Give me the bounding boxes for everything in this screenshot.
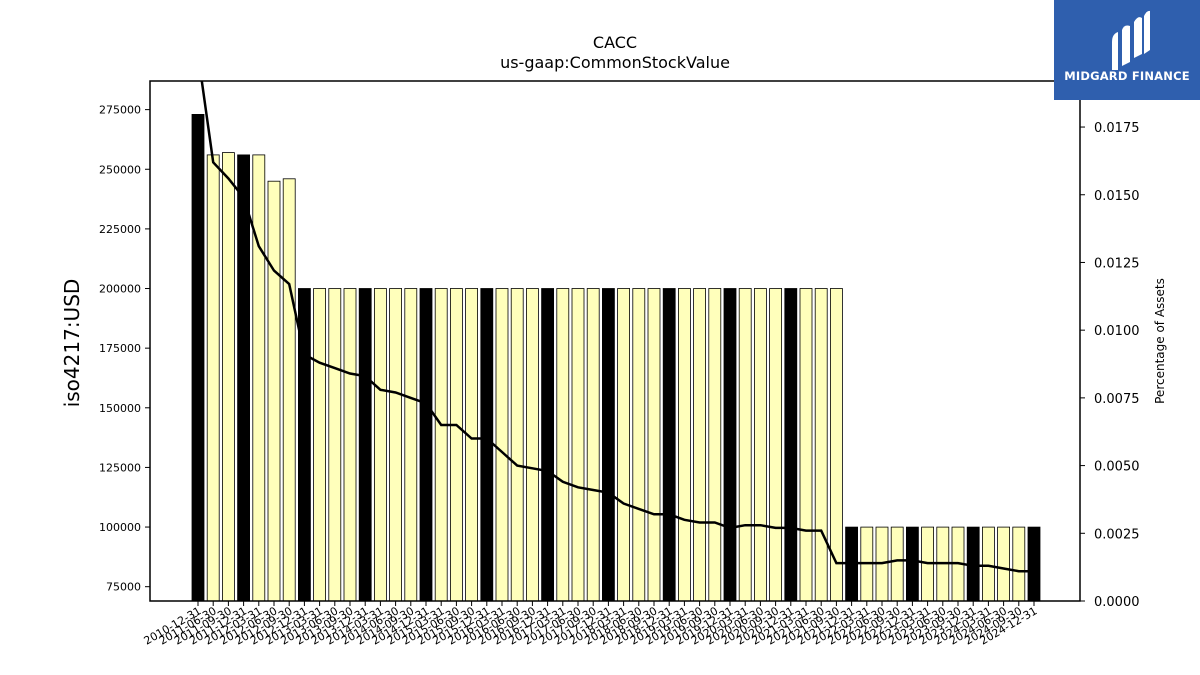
bar-2014-03-31 <box>373 288 387 602</box>
bar-2013-06-30 <box>328 288 342 602</box>
y2-tick-label: 0.0050 <box>1094 460 1140 475</box>
bar-2015-03-31 <box>434 288 448 602</box>
y-axis-label: iso4217:USD <box>60 279 84 408</box>
bar-2017-03-31 <box>556 288 570 602</box>
bar-2015-12-31 <box>480 288 494 602</box>
bar-2014-12-31 <box>419 288 433 602</box>
bar-2018-03-31 <box>617 288 630 602</box>
bar-2012-09-30 <box>282 178 296 602</box>
bar-2019-12-31 <box>723 288 737 602</box>
y2-tick-label: 0.0025 <box>1094 527 1140 542</box>
bar-2015-09-30 <box>465 288 479 602</box>
bar-2024-06-30 <box>997 526 1010 602</box>
bar-2024-09-30 <box>1012 526 1026 602</box>
bar-2016-03-31 <box>495 288 509 602</box>
bar-2020-03-31 <box>738 288 752 602</box>
bar-2013-03-31 <box>313 288 327 602</box>
y-tick-label: 75000 <box>106 581 141 594</box>
y2-tick-label: 0.0150 <box>1094 189 1140 204</box>
bar-2013-12-31 <box>358 288 372 602</box>
bar-2020-06-30 <box>754 288 767 602</box>
logo-text: MIDGARD FINANCE <box>1064 69 1190 83</box>
y2-tick-label: 0.0175 <box>1094 121 1140 136</box>
bar-2020-12-31 <box>784 288 798 602</box>
y-tick-label: 150000 <box>99 402 141 415</box>
y-tick-label: 200000 <box>99 283 141 296</box>
bar-2016-12-31 <box>541 288 554 602</box>
bar-2013-09-30 <box>343 288 357 602</box>
midgard-finance-logo: MIDGARD FINANCE <box>1054 0 1200 100</box>
bar-2019-03-31 <box>678 288 691 602</box>
chart-title: CACC <box>593 33 637 52</box>
percentage-of-assets-line <box>200 81 1034 573</box>
bar-2018-09-30 <box>647 288 661 602</box>
chart-subtitle: us-gaap:CommonStockValue <box>500 53 730 72</box>
y-tick-label: 125000 <box>99 461 141 474</box>
bar-2019-06-30 <box>693 288 706 602</box>
bar-2017-06-30 <box>571 288 585 602</box>
bar-2011-12-31 <box>237 154 251 602</box>
bar-2016-09-30 <box>526 288 539 602</box>
bar-2012-03-31 <box>252 154 266 602</box>
bar-2018-06-30 <box>632 288 646 602</box>
plot-frame <box>149 80 1081 602</box>
bar-2024-03-31 <box>982 526 995 602</box>
bar-2016-06-30 <box>510 288 524 602</box>
bar-2012-06-30 <box>267 180 281 602</box>
y-tick-label: 175000 <box>99 342 141 355</box>
y-tick-label: 275000 <box>99 104 141 117</box>
y2-tick-label: 0.0075 <box>1094 392 1140 407</box>
bar-2018-12-31 <box>662 288 676 602</box>
bar-2010-12-31 <box>191 114 205 602</box>
bar-2021-03-31 <box>799 288 813 602</box>
bar-2017-09-30 <box>586 288 600 602</box>
bar-2015-06-30 <box>449 288 463 602</box>
y2-tick-label: 0.0000 <box>1094 595 1140 610</box>
y2-tick-label: 0.0125 <box>1094 256 1140 271</box>
y-tick-label: 250000 <box>99 163 141 176</box>
midgard-m-logo-icon <box>1112 10 1150 70</box>
bar-2022-12-31 <box>906 526 919 602</box>
bar-2014-06-30 <box>389 288 403 602</box>
bar-2020-09-30 <box>769 288 782 602</box>
y2-tick-label: 0.0100 <box>1094 324 1140 339</box>
bar-2014-09-30 <box>404 288 418 602</box>
bar-2011-09-30 <box>221 152 235 602</box>
bar-2017-12-31 <box>602 288 615 602</box>
y-tick-label: 100000 <box>99 521 141 534</box>
bar-2022-09-30 <box>890 526 904 602</box>
y2-axis-label: Percentage of Assets <box>1153 278 1167 404</box>
y-tick-label: 225000 <box>99 223 141 236</box>
bar-2024-12-31 <box>1027 526 1041 602</box>
bar-2021-06-30 <box>814 288 828 602</box>
bar-2011-06-30 <box>206 154 220 602</box>
bar-2019-09-30 <box>708 288 722 602</box>
